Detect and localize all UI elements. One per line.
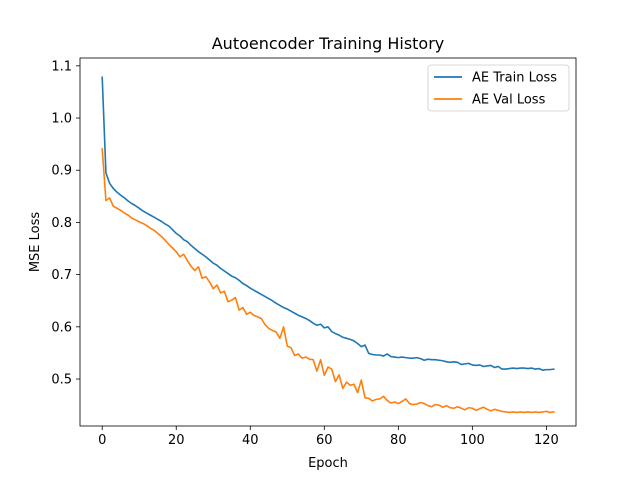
series-line-1	[101, 147, 555, 414]
axes-frame	[79, 57, 577, 427]
chart-title: Autoencoder Training History	[212, 34, 445, 53]
x-axis-label: Epoch	[308, 456, 348, 471]
legend-entry-0: AE Train Loss	[472, 71, 557, 86]
y-tick-label-3: 0.8	[51, 216, 72, 231]
x-tick-label-5: 100	[460, 433, 485, 448]
x-tick-label-3: 60	[316, 433, 333, 448]
y-tick-label-1: 0.6	[51, 320, 72, 335]
y-tick-label-5: 1.0	[51, 112, 72, 127]
legend-entry-1: AE Val Loss	[472, 93, 546, 108]
plot-area: 0 20 40 60 80 100 120 0.5 0.6 0.7 0.8 0.9 1.0 1.1	[51, 57, 577, 448]
y-tick-label-4: 0.9	[51, 164, 72, 179]
x-tick-label-0: 0	[98, 433, 106, 448]
y-axis-label: MSE Loss	[28, 212, 43, 273]
x-tick-label-4: 80	[390, 433, 407, 448]
legend-box	[427, 64, 570, 112]
series-line-0	[101, 76, 555, 371]
x-tick-label-6: 120	[534, 433, 559, 448]
y-tick-label-6: 1.1	[51, 59, 72, 74]
legend: AE Train Loss AE Val Loss	[427, 64, 570, 112]
y-tick-label-2: 0.7	[51, 268, 72, 283]
y-tick-label-0: 0.5	[51, 373, 72, 388]
x-tick-label-1: 20	[168, 433, 185, 448]
x-tick-label-2: 40	[242, 433, 259, 448]
